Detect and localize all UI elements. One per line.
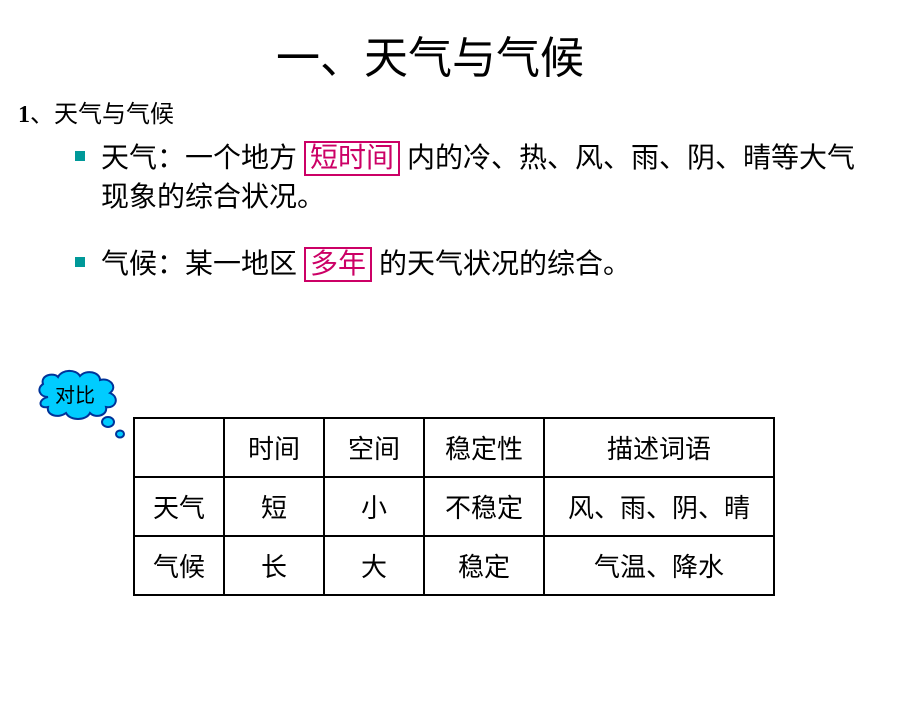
table-cell: 长 (224, 536, 324, 595)
comparison-table: 时间 空间 稳定性 描述词语 天气 短 小 不稳定 风、雨、阴、晴 气候 长 大… (133, 417, 775, 596)
bullet-pre: 气候：某一地区 (101, 249, 304, 280)
table-cell: 天气 (134, 477, 224, 536)
bullet-item: 气候：某一地区 多年 的天气状况的综合。 (75, 245, 880, 284)
table-row: 时间 空间 稳定性 描述词语 (134, 418, 774, 477)
subheading-text: 、天气与气候 (30, 102, 174, 128)
bullet-text: 天气：一个地方 短时间 内的冷、热、风、雨、阴、晴等大气现象的综合状况。 (101, 139, 880, 217)
table-cell (134, 418, 224, 477)
table-cell: 短 (224, 477, 324, 536)
subheading-number: 1 (18, 102, 30, 128)
bullet-icon (75, 151, 85, 161)
table-cell: 小 (324, 477, 424, 536)
table-cell: 稳定 (424, 536, 544, 595)
table-row: 气候 长 大 稳定 气温、降水 (134, 536, 774, 595)
cloud-label: 对比 (55, 379, 95, 408)
bullet-text: 气候：某一地区 多年 的天气状况的综合。 (101, 245, 631, 284)
highlight-box: 多年 (304, 247, 372, 282)
table-cell: 不稳定 (424, 477, 544, 536)
bullet-icon (75, 257, 85, 267)
table-row: 天气 短 小 不稳定 风、雨、阴、晴 (134, 477, 774, 536)
table-cell: 气候 (134, 536, 224, 595)
bullet-item: 天气：一个地方 短时间 内的冷、热、风、雨、阴、晴等大气现象的综合状况。 (75, 139, 880, 217)
table-cell: 稳定性 (424, 418, 544, 477)
bullet-post: 的天气状况的综合。 (372, 249, 631, 280)
table-cell: 风、雨、阴、晴 (544, 477, 774, 536)
table-cell: 空间 (324, 418, 424, 477)
table-cell: 时间 (224, 418, 324, 477)
table-cell: 描述词语 (544, 418, 774, 477)
bullet-pre: 天气：一个地方 (101, 143, 304, 174)
page-title: 一、天气与气候 (0, 22, 920, 86)
bullet-list: 天气：一个地方 短时间 内的冷、热、风、雨、阴、晴等大气现象的综合状况。 气候：… (75, 139, 880, 285)
table-cell: 大 (324, 536, 424, 595)
table-cell: 气温、降水 (544, 536, 774, 595)
highlight-box: 短时间 (304, 141, 400, 176)
subheading: 1、天气与气候 (18, 94, 920, 129)
